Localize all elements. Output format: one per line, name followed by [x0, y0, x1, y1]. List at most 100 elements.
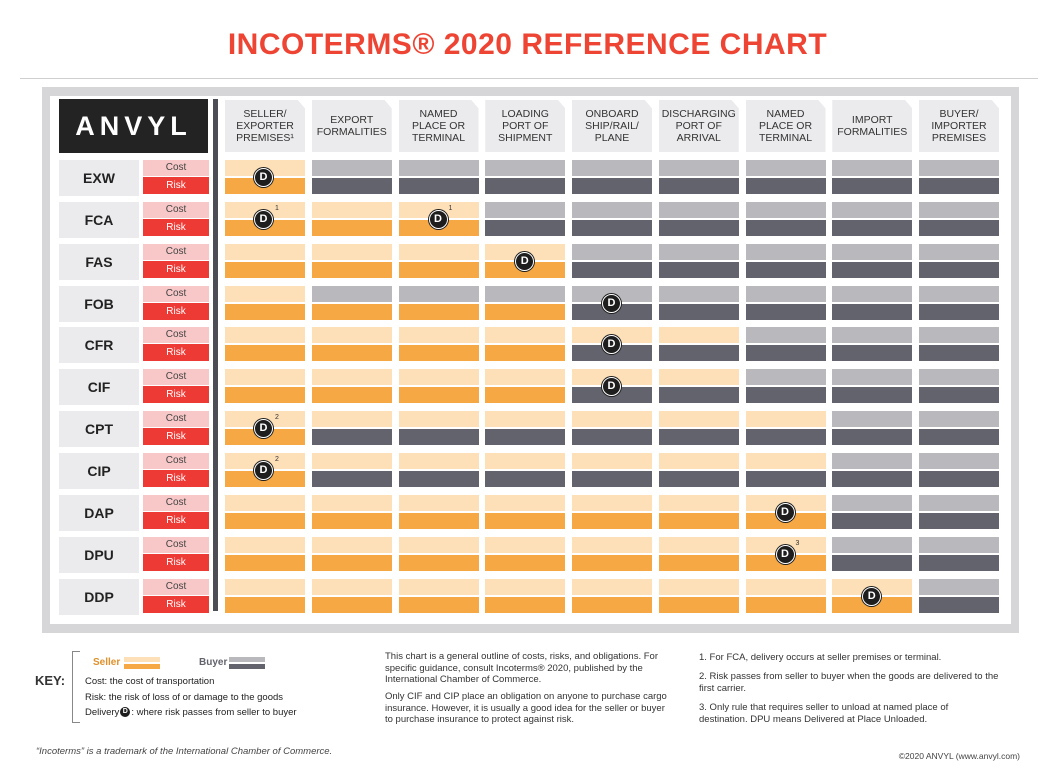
cost-bar-seller	[311, 411, 392, 428]
risk-bar-buyer	[398, 470, 479, 487]
term-cpt: CPT	[59, 411, 139, 448]
column-header-6: DISCHARGING PORT OF ARRIVAL	[658, 100, 739, 152]
risk-bar-buyer	[745, 345, 826, 362]
delivery-point-icon: D	[254, 419, 273, 439]
footnote-2: 2. Risk passes from seller to buyer when…	[699, 671, 999, 694]
cost-bar-seller	[311, 369, 392, 386]
cost-bar-seller	[398, 369, 479, 386]
cost-bar-seller	[572, 578, 652, 595]
key-cost-definition: Cost: the cost of transportation	[85, 676, 215, 687]
risk-bar-seller	[225, 261, 305, 278]
delivery-point-icon: D	[775, 502, 795, 522]
cost-bar-seller	[745, 411, 826, 428]
risk-bar-buyer	[919, 219, 999, 236]
risk-bar-buyer	[919, 512, 999, 529]
key-buyer-label: Buyer	[199, 657, 228, 668]
delivery-icon: D	[120, 707, 131, 718]
cost-bar-buyer	[311, 160, 392, 176]
cost-bar-buyer	[832, 160, 913, 176]
risk-bar-seller	[485, 596, 566, 613]
cost-bar-buyer	[919, 285, 999, 302]
column-header-3: NAMED PLACE OR TERMINAL	[398, 100, 479, 152]
risk-bar-seller	[398, 303, 479, 320]
cost-bar-seller	[658, 411, 739, 428]
cost-bar-seller	[572, 536, 652, 553]
risk-bar-seller	[398, 345, 479, 362]
trademark-note: “Incoterms” is a trademark of the Intern…	[36, 746, 333, 757]
cost-label: Cost	[143, 578, 209, 595]
term-ddp: DDP	[59, 578, 139, 615]
cost-bar-buyer	[832, 285, 913, 302]
cost-bar-seller	[398, 452, 479, 469]
cost-bar-buyer	[745, 160, 826, 176]
column-header-4: LOADING PORT OF SHIPMENT	[485, 100, 566, 152]
risk-bar-buyer	[485, 429, 566, 446]
cost-bar-buyer	[919, 578, 999, 595]
delivery-point-icon: D	[428, 209, 448, 229]
cost-bar-buyer	[658, 201, 739, 218]
risk-bar-seller	[311, 596, 392, 613]
risk-bar-seller	[485, 554, 566, 571]
risk-bar-buyer	[311, 470, 392, 487]
risk-bar-buyer	[745, 261, 826, 278]
cost-bar-buyer	[311, 285, 392, 302]
delivery-point-icon: D	[862, 586, 882, 606]
risk-bar-seller	[311, 261, 392, 278]
footnote-marker: 2	[275, 455, 279, 463]
note-general-1: This chart is a general outline of costs…	[385, 651, 658, 685]
risk-bar-seller	[485, 387, 566, 404]
risk-bar-buyer	[311, 429, 392, 446]
cost-label: Cost	[143, 160, 209, 176]
cost-bar-seller	[398, 494, 479, 511]
delivery-point-icon: D	[254, 209, 273, 229]
cost-bar-seller	[572, 494, 652, 511]
title-divider	[20, 78, 1038, 79]
cost-bar-seller	[745, 452, 826, 469]
column-header-8: IMPORT FORMALITIES	[832, 100, 913, 152]
cost-bar-buyer	[919, 243, 999, 260]
column-header-2: EXPORT FORMALITIES	[311, 100, 392, 152]
term-dap: DAP	[59, 494, 139, 531]
risk-bar-seller	[572, 596, 652, 613]
cost-bar-buyer	[832, 411, 913, 428]
cost-bar-buyer	[832, 327, 913, 344]
risk-label: Risk	[143, 218, 209, 236]
cost-bar-buyer	[658, 243, 739, 260]
key-buyer-risk-swatch	[229, 664, 265, 669]
delivery-point-icon: D	[602, 293, 621, 313]
risk-bar-seller	[658, 554, 739, 571]
risk-bar-buyer	[919, 303, 999, 320]
cost-bar-buyer	[398, 285, 479, 302]
risk-bar-seller	[311, 219, 392, 236]
risk-bar-seller	[225, 303, 305, 320]
cost-bar-seller	[311, 536, 392, 553]
cost-label: Cost	[143, 411, 209, 428]
delivery-point-icon: D	[602, 377, 621, 397]
risk-bar-buyer	[658, 345, 739, 362]
risk-bar-buyer	[572, 178, 652, 194]
risk-bar-buyer	[919, 596, 999, 613]
risk-bar-buyer	[919, 470, 999, 487]
cost-bar-seller	[658, 327, 739, 344]
cost-bar-seller	[225, 285, 305, 302]
risk-bar-seller	[225, 596, 305, 613]
cost-bar-buyer	[572, 243, 652, 260]
cost-bar-seller	[225, 578, 305, 595]
risk-label: Risk	[143, 302, 209, 320]
risk-bar-buyer	[572, 470, 652, 487]
risk-bar-buyer	[919, 554, 999, 571]
term-cip: CIP	[59, 452, 139, 489]
cost-bar-seller	[658, 369, 739, 386]
risk-bar-buyer	[832, 429, 913, 446]
risk-label: Risk	[143, 553, 209, 571]
term-exw: EXW	[59, 160, 139, 196]
cost-label: Cost	[143, 243, 209, 260]
risk-bar-seller	[485, 303, 566, 320]
key-label: KEY:	[35, 673, 66, 688]
key-buyer-cost-swatch	[229, 657, 265, 662]
cost-bar-seller	[658, 494, 739, 511]
term-cif: CIF	[59, 369, 139, 406]
cost-bar-buyer	[398, 160, 479, 176]
cost-bar-buyer	[832, 494, 913, 511]
risk-bar-buyer	[311, 178, 392, 194]
